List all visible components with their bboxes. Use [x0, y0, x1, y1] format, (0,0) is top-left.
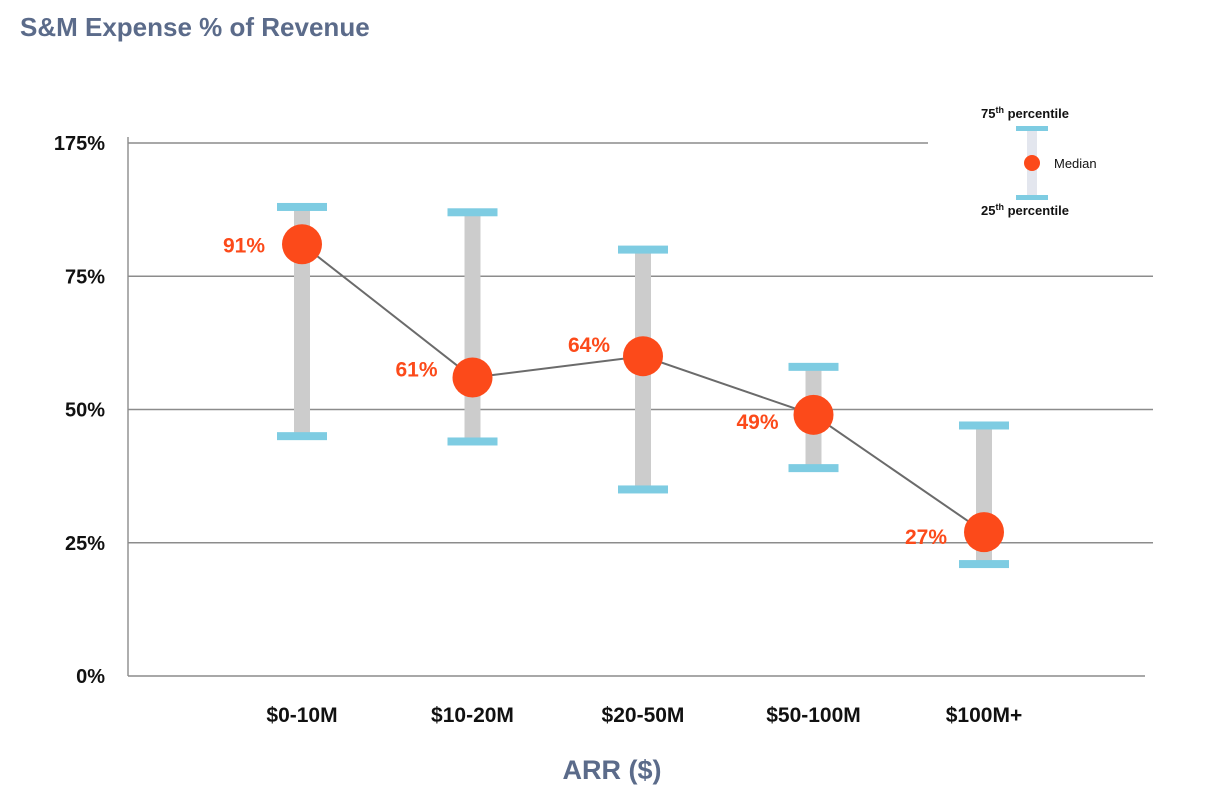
- p25-cap: [447, 437, 498, 446]
- p75-cap: [277, 202, 327, 211]
- p25-cap: [788, 464, 839, 473]
- chart-title: S&M Expense % of Revenue: [20, 12, 370, 42]
- p75-cap: [788, 362, 839, 371]
- legend-median-label: Median: [1054, 156, 1097, 171]
- label-layer: 91% 61% 64% 49% 27%: [223, 234, 947, 549]
- x-axis-title: ARR ($): [563, 755, 662, 785]
- p25-cap: [959, 560, 1009, 569]
- x-tick-label: $50-100M: [766, 704, 861, 727]
- median-data-label: 64%: [568, 334, 610, 357]
- legend-p25-label: 25th percentile: [981, 202, 1069, 218]
- median-data-label: 49%: [736, 411, 778, 434]
- y-tick-label: 25%: [65, 533, 105, 555]
- p75-cap: [447, 208, 498, 217]
- legend-p25-cap: [1016, 195, 1048, 200]
- legend-p75-label: 75th percentile: [981, 105, 1069, 121]
- median-data-label: 91%: [223, 234, 265, 257]
- axis-layer: 0% 25% 50% 75% 175% $0-10M $10-20M $20-50M $50-1…: [54, 133, 1022, 727]
- range-bar: [464, 212, 481, 442]
- y-tick-label: 0%: [76, 666, 105, 688]
- median-point: [793, 394, 834, 435]
- p75-cap: [959, 421, 1009, 430]
- p75-cap: [618, 245, 668, 254]
- median-point: [282, 224, 322, 265]
- median-point-layer: [282, 224, 1004, 553]
- y-tick-label: 75%: [65, 266, 105, 288]
- x-tick-label: $10-20M: [431, 704, 514, 727]
- median-data-label: 61%: [395, 359, 437, 382]
- p25-cap: [618, 485, 668, 494]
- y-tick-label: 175%: [54, 133, 105, 155]
- legend-median-dot: [1024, 155, 1040, 171]
- range-bar: [294, 206, 310, 437]
- median-point: [964, 512, 1004, 553]
- median-point: [452, 357, 493, 398]
- x-tick-label: $0-10M: [266, 704, 337, 727]
- y-tick-label: 50%: [65, 400, 105, 422]
- legend: 75th percentile Median 25th percentile: [981, 105, 1097, 218]
- median-data-label: 27%: [905, 526, 947, 549]
- p25-cap: [277, 432, 327, 441]
- x-tick-label: $100M+: [946, 704, 1022, 727]
- range-layer: [277, 202, 1009, 569]
- legend-p75-cap: [1016, 126, 1048, 131]
- median-point: [623, 336, 663, 377]
- x-tick-label: $20-50M: [602, 704, 685, 727]
